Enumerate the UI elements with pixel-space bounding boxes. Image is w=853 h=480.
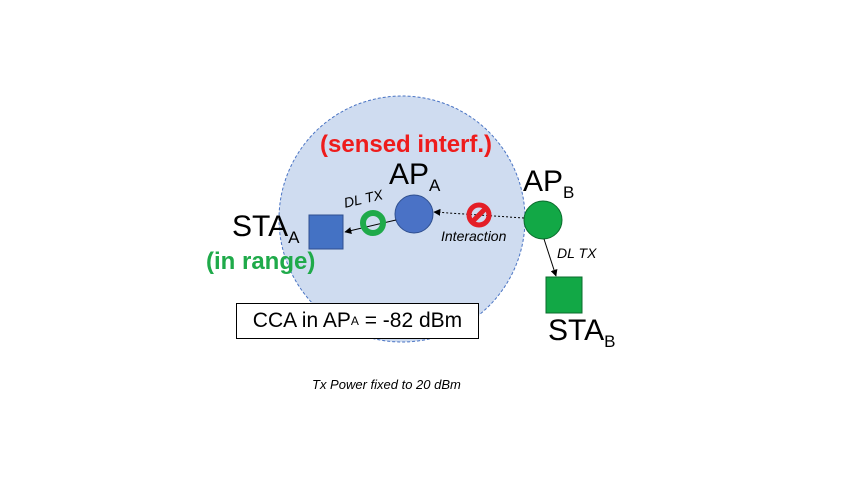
cca-threshold-box: CCA in AP A = -82 dBm bbox=[236, 303, 479, 339]
ap-a-label-main: AP bbox=[389, 158, 430, 191]
sta-b-label-main: STA bbox=[548, 314, 605, 347]
cca-prefix: CCA in AP bbox=[252, 309, 351, 332]
sta-b-label-sub: B bbox=[604, 332, 616, 351]
no-entry-icon bbox=[466, 202, 492, 228]
ap-a-node bbox=[394, 194, 434, 234]
tx-power-footer: Tx Power fixed to 20 dBm bbox=[312, 377, 461, 392]
dl-tx-b-label: DL TX bbox=[557, 245, 597, 261]
interaction-label: Interaction bbox=[441, 228, 507, 244]
ap-b-label-main: AP bbox=[523, 165, 564, 198]
sta-b-node bbox=[545, 276, 583, 314]
ap-a-label-sub: A bbox=[429, 176, 441, 195]
sensed-interference-label: (sensed interf.) bbox=[320, 131, 493, 158]
cca-value: = -82 dBm bbox=[358, 309, 463, 332]
ap-b-label: APB bbox=[523, 165, 574, 202]
dl-tx-a-arrow bbox=[344, 219, 397, 234]
dl-tx-b-arrow bbox=[543, 238, 558, 277]
green-ring-icon bbox=[360, 210, 386, 236]
ap-b-label-sub: B bbox=[563, 183, 575, 202]
ap-a-label: APA bbox=[389, 158, 440, 195]
sta-a-label-sub: A bbox=[288, 228, 300, 247]
sta-a-node bbox=[308, 214, 344, 250]
sta-b-label: STAB bbox=[548, 314, 615, 351]
sta-a-label-main: STA bbox=[232, 210, 289, 243]
sta-a-label: STAA bbox=[232, 210, 299, 247]
ap-b-node bbox=[523, 200, 563, 240]
in-range-label: (in range) bbox=[206, 248, 316, 275]
